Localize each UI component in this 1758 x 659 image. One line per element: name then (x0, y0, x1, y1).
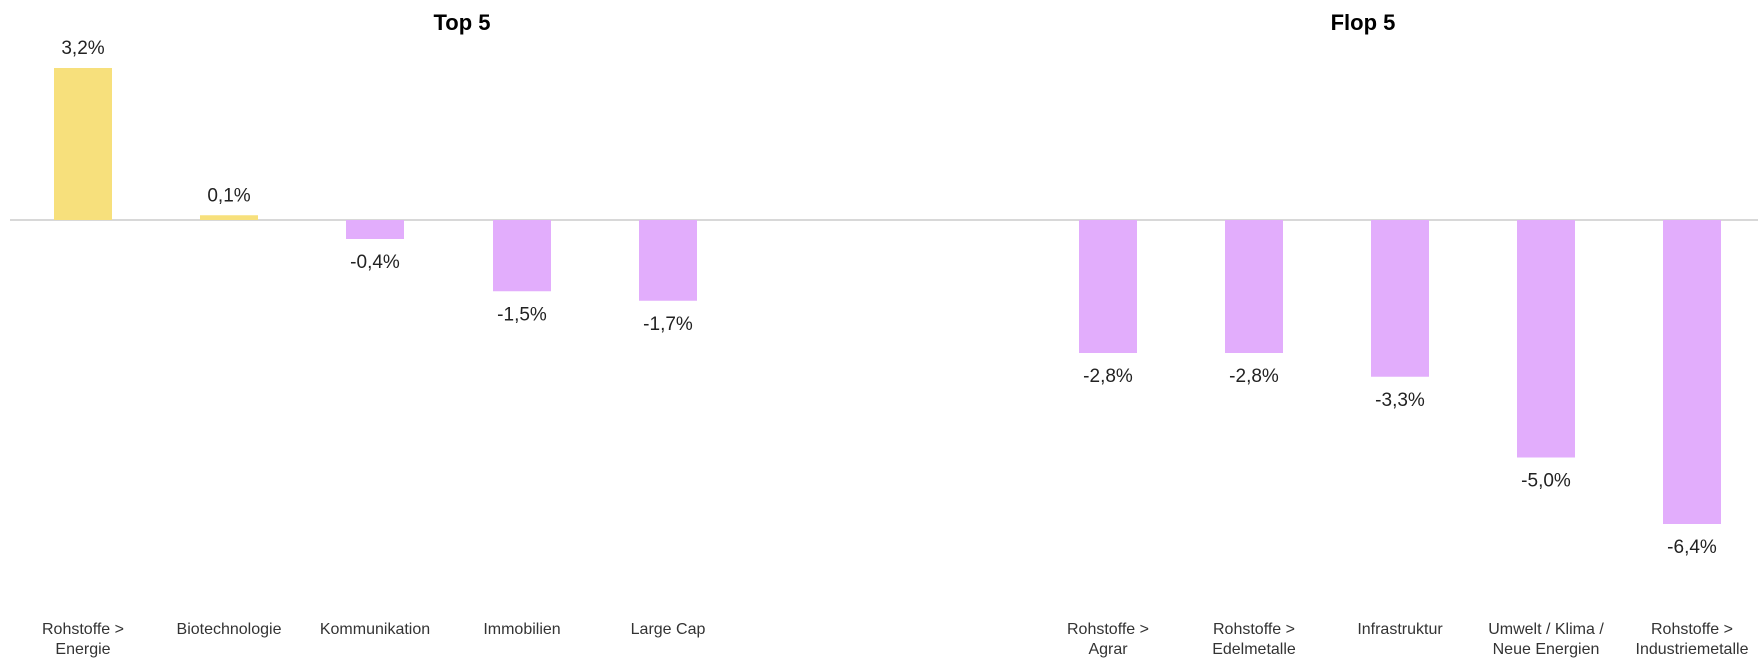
value-label-top-3: -0,4% (350, 252, 400, 273)
value-label-flop-3: -3,3% (1375, 390, 1425, 411)
category-label: Agrar (1088, 641, 1128, 658)
category-label: Kommunikation (320, 621, 430, 638)
category-label: Rohstoffe > (1067, 621, 1149, 638)
bar-top-5 (639, 220, 697, 301)
category-label: Large Cap (631, 621, 706, 638)
category-label: Rohstoffe > (1651, 621, 1733, 638)
value-label-flop-2: -2,8% (1229, 366, 1279, 387)
value-label-top-2: 0,1% (207, 185, 250, 206)
value-label-flop-4: -5,0% (1521, 471, 1571, 492)
category-label: Neue Energien (1493, 641, 1600, 658)
value-label-top-4: -1,5% (497, 304, 547, 325)
bar-flop-2 (1225, 220, 1283, 353)
category-label: Infrastruktur (1357, 621, 1443, 638)
bar-top-2 (200, 215, 258, 220)
bar-flop-5 (1663, 220, 1721, 524)
category-label: Biotechnologie (177, 621, 282, 638)
category-label: Industriemetalle (1636, 641, 1749, 658)
category-label: Energie (55, 641, 110, 658)
value-label-flop-5: -6,4% (1667, 537, 1717, 558)
category-label: Immobilien (483, 621, 560, 638)
bar-top-1 (54, 68, 112, 220)
value-label-flop-1: -2,8% (1083, 366, 1133, 387)
value-label-top-5: -1,7% (643, 314, 693, 335)
bar-flop-4 (1517, 220, 1575, 458)
bar-flop-3 (1371, 220, 1429, 377)
chart-title-top5: Top 5 (433, 10, 490, 35)
category-label: Umwelt / Klima / (1488, 621, 1604, 638)
bar-top-3 (346, 220, 404, 239)
category-label: Rohstoffe > (1213, 621, 1295, 638)
category-label: Rohstoffe > (42, 621, 124, 638)
value-label-top-1: 3,2% (61, 38, 104, 59)
chart-title-flop5: Flop 5 (1331, 10, 1396, 35)
category-label: Edelmetalle (1212, 641, 1296, 658)
bar-flop-1 (1079, 220, 1137, 353)
bar-top-4 (493, 220, 551, 292)
